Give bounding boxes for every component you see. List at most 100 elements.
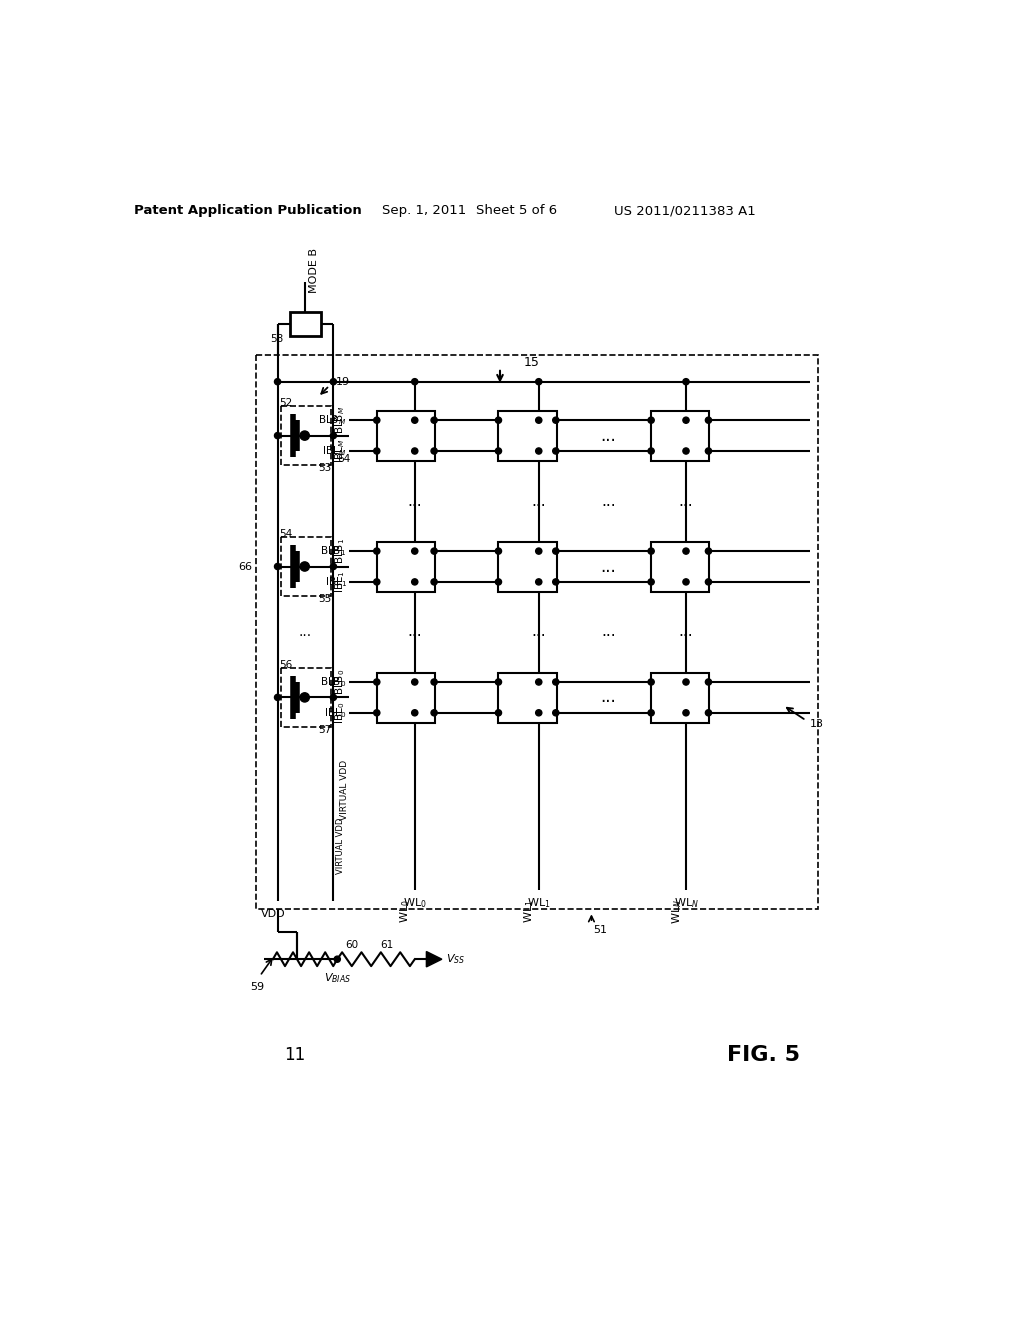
Text: 15: 15	[523, 356, 539, 370]
Polygon shape	[426, 952, 442, 966]
Circle shape	[648, 417, 654, 424]
Text: 37: 37	[671, 429, 688, 442]
Circle shape	[536, 379, 542, 385]
Text: 35: 35	[518, 429, 536, 442]
Circle shape	[496, 578, 502, 585]
Text: ...: ...	[601, 689, 616, 706]
Circle shape	[412, 417, 418, 424]
Text: ...: ...	[601, 624, 615, 639]
Circle shape	[683, 578, 689, 585]
Bar	[499, 543, 557, 591]
Text: VIRTUAL VDD: VIRTUAL VDD	[340, 760, 348, 820]
Text: VIRTUAL VDD: VIRTUAL VDD	[336, 818, 345, 874]
Circle shape	[274, 694, 281, 701]
Circle shape	[536, 710, 542, 715]
Circle shape	[496, 710, 502, 715]
Text: ...: ...	[601, 426, 616, 445]
Circle shape	[553, 417, 559, 424]
Text: 16: 16	[518, 690, 536, 705]
Text: 52: 52	[280, 399, 293, 408]
Circle shape	[648, 578, 654, 585]
Text: ...: ...	[679, 494, 693, 508]
Circle shape	[412, 447, 418, 454]
Circle shape	[683, 678, 689, 685]
Text: 19: 19	[336, 376, 350, 387]
Circle shape	[706, 417, 712, 424]
Circle shape	[431, 578, 437, 585]
Text: 61: 61	[380, 940, 393, 950]
Bar	[256, 355, 818, 909]
Text: WL$_0$: WL$_0$	[402, 896, 427, 909]
Bar	[377, 543, 435, 591]
Circle shape	[496, 548, 502, 554]
Text: WL$_1$: WL$_1$	[522, 899, 537, 923]
Circle shape	[536, 548, 542, 554]
Circle shape	[334, 956, 340, 962]
Circle shape	[553, 447, 559, 454]
Text: ...: ...	[299, 624, 312, 639]
Text: WL$_N$: WL$_N$	[674, 896, 698, 909]
Circle shape	[431, 710, 437, 715]
Circle shape	[553, 710, 559, 715]
Circle shape	[706, 447, 712, 454]
Circle shape	[496, 678, 502, 685]
Circle shape	[683, 447, 689, 454]
Bar	[651, 411, 710, 461]
Bar	[290, 313, 321, 335]
Text: IBL$_0$: IBL$_0$	[325, 706, 346, 719]
Text: IBL$_M$: IBL$_M$	[333, 440, 346, 463]
Text: WL$_N$: WL$_N$	[670, 899, 684, 924]
Circle shape	[431, 417, 437, 424]
Circle shape	[536, 447, 542, 454]
Circle shape	[648, 548, 654, 554]
Text: IBL$_M$: IBL$_M$	[323, 444, 346, 458]
Bar	[282, 407, 331, 465]
Circle shape	[331, 379, 337, 385]
Text: ...: ...	[679, 624, 693, 639]
Text: ...: ...	[408, 624, 422, 639]
Circle shape	[683, 548, 689, 554]
Circle shape	[331, 694, 337, 701]
Circle shape	[683, 710, 689, 715]
Text: 54: 54	[280, 529, 293, 539]
Bar	[282, 537, 331, 595]
Circle shape	[412, 578, 418, 585]
Text: WL$_0$: WL$_0$	[398, 899, 413, 923]
Bar	[377, 411, 435, 461]
Circle shape	[374, 578, 380, 585]
Text: ...: ...	[601, 494, 615, 508]
Text: BLB$_0$: BLB$_0$	[321, 675, 346, 689]
Bar	[499, 411, 557, 461]
Circle shape	[300, 432, 309, 441]
Text: 60: 60	[345, 940, 358, 950]
Circle shape	[374, 678, 380, 685]
Text: BLB$_1$: BLB$_1$	[333, 539, 346, 564]
Text: 23: 23	[518, 560, 536, 573]
Circle shape	[300, 693, 309, 702]
Circle shape	[431, 447, 437, 454]
Circle shape	[331, 433, 337, 438]
Bar	[651, 673, 710, 723]
Circle shape	[706, 578, 712, 585]
Circle shape	[374, 710, 380, 715]
Text: 53: 53	[318, 463, 332, 473]
Text: WL$_1$: WL$_1$	[527, 896, 551, 909]
Text: 51: 51	[593, 924, 607, 935]
Bar	[499, 673, 557, 723]
Text: BLB$_1$: BLB$_1$	[321, 544, 346, 558]
Circle shape	[274, 564, 281, 570]
Circle shape	[706, 548, 712, 554]
Circle shape	[706, 710, 712, 715]
Circle shape	[496, 447, 502, 454]
Text: $V_{SS}$: $V_{SS}$	[445, 952, 465, 966]
Text: 14: 14	[396, 690, 415, 705]
Circle shape	[274, 379, 281, 385]
Text: IBL$_1$: IBL$_1$	[325, 576, 346, 589]
Text: $V_{BIAS}$: $V_{BIAS}$	[324, 970, 351, 985]
Text: BLB$_0$: BLB$_0$	[333, 669, 346, 696]
Circle shape	[331, 564, 337, 570]
Circle shape	[496, 417, 502, 424]
Text: 59: 59	[250, 982, 264, 993]
Circle shape	[648, 710, 654, 715]
Text: Sep. 1, 2011: Sep. 1, 2011	[382, 205, 466, 218]
